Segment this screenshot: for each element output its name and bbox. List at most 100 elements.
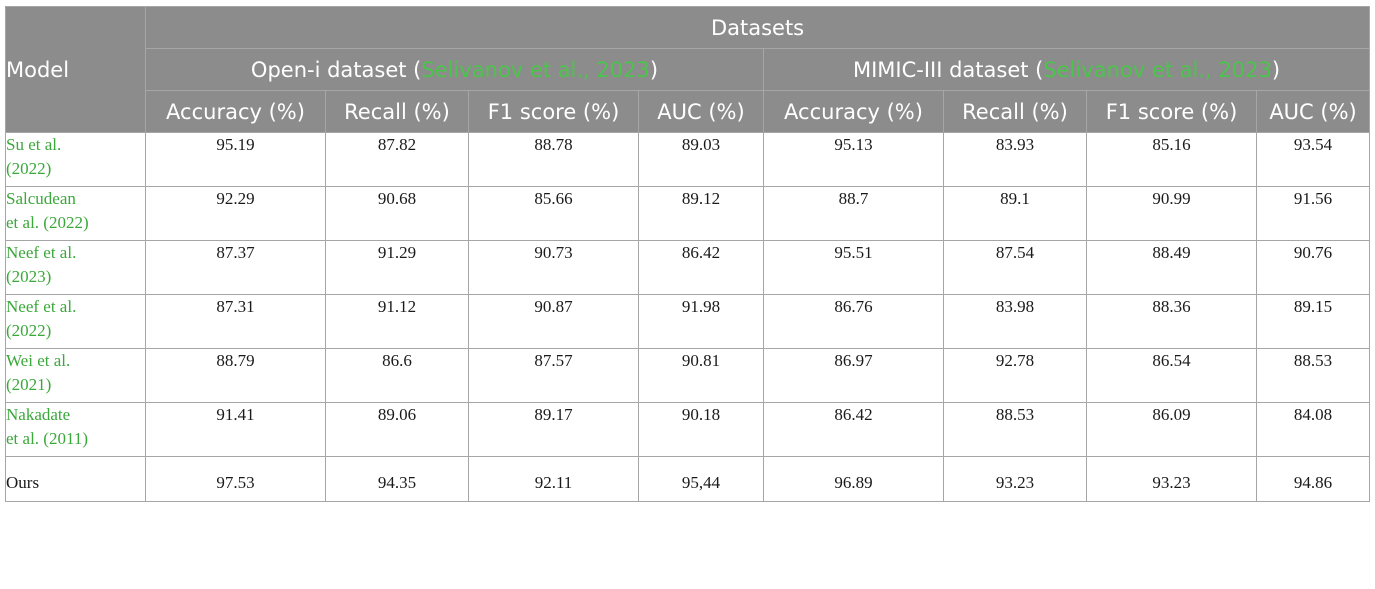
model-name[interactable]: Nakadate: [6, 405, 71, 424]
metric-header: F1 score (%): [1086, 90, 1257, 133]
value-cell: 87.54: [943, 240, 1087, 295]
value-cell: 86.76: [763, 294, 944, 349]
open-i-close: ): [649, 57, 659, 82]
value-cell: 97.53: [145, 456, 326, 502]
value-cell: 90.68: [325, 186, 469, 241]
value-cell: 94.86: [1255, 456, 1371, 502]
model-cell: Ours: [5, 456, 146, 502]
value-cell: 91.98: [638, 294, 764, 349]
model-name[interactable]: Salcudean: [6, 189, 76, 208]
model-name[interactable]: Neef et al.: [6, 297, 77, 316]
value-cell: 92.29: [145, 186, 326, 241]
model-year[interactable]: et al. (2022): [6, 213, 89, 232]
value-cell: 93.23: [943, 456, 1087, 502]
table-row: Wei et al. (2021) 88.79 86.6 87.57 90.81 86.97…: [5, 348, 1371, 403]
value-cell: 96.89: [763, 456, 944, 502]
metric-header: Accuracy (%): [763, 90, 944, 133]
value-cell: 87.37: [145, 240, 326, 295]
value-cell: 86.97: [763, 348, 944, 403]
value-cell: 88.49: [1086, 240, 1257, 295]
value-cell: 88.79: [145, 348, 326, 403]
value-cell: 88.53: [943, 402, 1087, 457]
metric-header: AUC (%): [638, 90, 764, 133]
model-year[interactable]: (2023): [6, 267, 52, 286]
table-row: Salcudean et al. (2022) 92.29 90.68 85.66 89.…: [5, 186, 1371, 241]
table-row: Su et al. (2022) 95.19 87.82 88.78 89.03 95.13…: [5, 132, 1371, 187]
value-cell: 93.23: [1086, 456, 1257, 502]
value-cell: 86.42: [763, 402, 944, 457]
value-cell: 85.66: [468, 186, 639, 241]
value-cell: 86.42: [638, 240, 764, 295]
metric-header-row: Accuracy (%) Recall (%) F1 score (%) AUC (%…: [6, 90, 1371, 133]
value-cell: 90.99: [1086, 186, 1257, 241]
value-cell: 90.73: [468, 240, 639, 295]
value-cell: 89.12: [638, 186, 764, 241]
value-cell: 89.17: [468, 402, 639, 457]
mimic-citation-link[interactable]: Selivanov et al., 2023: [1043, 57, 1272, 82]
results-table: Model Datasets Open-i dataset (Selivanov…: [5, 6, 1371, 502]
open-i-header: Open-i dataset (Selivanov et al., 2023): [145, 48, 764, 91]
open-i-citation-link[interactable]: Selivanov et al., 2023: [421, 57, 650, 82]
value-cell: 84.08: [1255, 402, 1371, 457]
model-name[interactable]: Su et al.: [6, 135, 62, 154]
value-cell: 86.09: [1086, 402, 1257, 457]
value-cell: 89.1: [943, 186, 1087, 241]
value-cell: 87.31: [145, 294, 326, 349]
value-cell: 90.18: [638, 402, 764, 457]
table-row: Neef et al. (2022) 87.31 91.12 90.87 91.98 86.…: [5, 294, 1371, 349]
value-cell: 89.03: [638, 132, 764, 187]
model-cell: Neef et al. (2023): [5, 240, 146, 295]
value-cell: 85.16: [1086, 132, 1257, 187]
value-cell: 88.7: [763, 186, 944, 241]
model-header: Model: [5, 6, 146, 133]
model-cell: Wei et al. (2021): [5, 348, 146, 403]
model-year[interactable]: (2022): [6, 159, 52, 178]
model-name: Ours: [6, 473, 40, 492]
value-cell: 95.19: [145, 132, 326, 187]
table-row: Neef et al. (2023) 87.37 91.29 90.73 86.42 95.…: [5, 240, 1371, 295]
datasets-header: Datasets: [144, 6, 1371, 49]
model-year[interactable]: (2021): [6, 375, 52, 394]
model-cell: Neef et al. (2022): [5, 294, 146, 349]
metric-header: F1 score (%): [468, 90, 639, 133]
value-cell: 91.56: [1255, 186, 1371, 241]
mimic-close: ): [1271, 57, 1281, 82]
value-cell: 95,44: [638, 456, 764, 502]
value-cell: 91.12: [325, 294, 469, 349]
table-row: Nakadate et al. (2011) 91.41 89.06 89.17 90.1…: [5, 402, 1371, 457]
results-body: Su et al. (2022) 95.19 87.82 88.78 89.03 95.13…: [5, 132, 1371, 502]
table-row: Ours 97.53 94.35 92.11 95,44 96.89 93.23 93.23 9…: [5, 456, 1371, 502]
value-cell: 95.13: [763, 132, 944, 187]
model-name[interactable]: Neef et al.: [6, 243, 77, 262]
mimic-name: MIMIC-III dataset (: [852, 57, 1044, 82]
value-cell: 89.06: [325, 402, 469, 457]
value-cell: 87.82: [325, 132, 469, 187]
value-cell: 90.87: [468, 294, 639, 349]
value-cell: 83.98: [943, 294, 1087, 349]
model-year[interactable]: (2022): [6, 321, 52, 340]
metric-header: AUC (%): [1255, 90, 1371, 133]
value-cell: 83.93: [943, 132, 1087, 187]
value-cell: 90.76: [1255, 240, 1371, 295]
mimic-header: MIMIC-III dataset (Selivanov et al., 202…: [762, 48, 1371, 91]
value-cell: 86.6: [325, 348, 469, 403]
metric-header: Recall (%): [325, 90, 469, 133]
value-cell: 92.11: [468, 456, 639, 502]
value-cell: 88.53: [1255, 348, 1371, 403]
value-cell: 93.54: [1255, 132, 1371, 187]
open-i-name: Open-i dataset (: [250, 57, 422, 82]
value-cell: 91.41: [145, 402, 326, 457]
value-cell: 87.57: [468, 348, 639, 403]
value-cell: 86.54: [1086, 348, 1257, 403]
value-cell: 89.15: [1255, 294, 1371, 349]
model-cell: Nakadate et al. (2011): [5, 402, 146, 457]
model-cell: Salcudean et al. (2022): [5, 186, 146, 241]
model-name[interactable]: Wei et al.: [6, 351, 71, 370]
value-cell: 94.35: [325, 456, 469, 502]
metric-header: Accuracy (%): [145, 90, 326, 133]
value-cell: 88.78: [468, 132, 639, 187]
value-cell: 95.51: [763, 240, 944, 295]
model-year[interactable]: et al. (2011): [6, 429, 88, 448]
value-cell: 90.81: [638, 348, 764, 403]
value-cell: 88.36: [1086, 294, 1257, 349]
